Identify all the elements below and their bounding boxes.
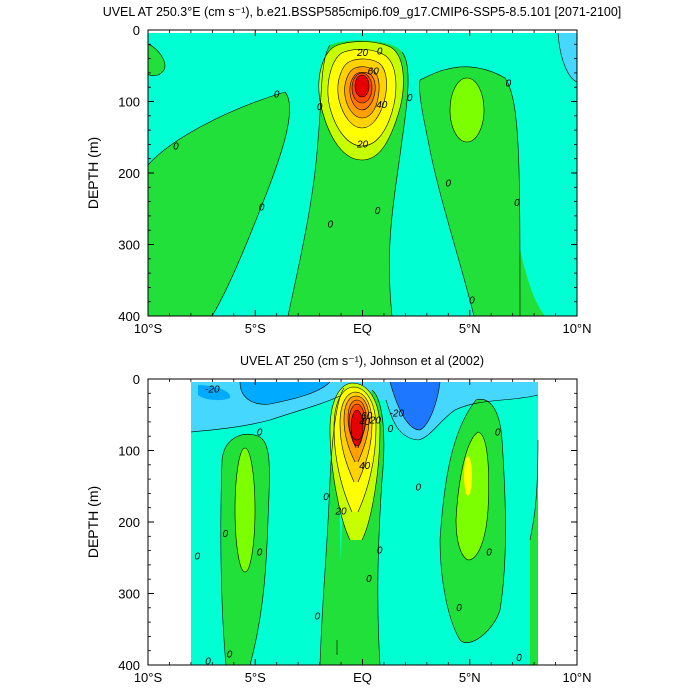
y-tick-label: 300 [118,587,140,602]
p2-bright-right [456,432,489,560]
y-tick-label: 100 [118,444,140,459]
panel-1-contour-fill [148,30,577,316]
p1-core-red [355,75,369,97]
x-tick-label: 5°S [245,321,266,336]
x-tick-label: 5°S [245,670,266,685]
panel-1-title: UVEL AT 250.3°E (cm s⁻¹), b.e21.BSSP585c… [103,5,622,19]
panel-1-ylabel: DEPTH (m) [85,137,101,209]
p2-neg-mid [240,382,330,405]
contour-label: 0 [486,548,492,559]
contour-label: 0 [259,202,265,213]
contour-label: 0 [377,546,383,557]
contour-label: 0 [506,79,512,90]
contour-label: 0 [388,424,394,435]
p1-green-left [148,92,290,316]
contour-label: 40 [376,100,388,111]
contour-label: 0 [257,428,263,439]
p2-contour-lines [190,381,539,665]
y-tick-label: 200 [118,166,140,181]
contour-label: 0 [495,428,501,439]
panel-2-title: UVEL AT 250 (cm s⁻¹), Johnson et al (200… [240,354,484,368]
contour-label: 0 [195,551,201,562]
contour-label: 20 [334,506,347,517]
contour-label: 60 [361,411,373,422]
panel-1-contour-labels: 20 0 60 40 20 0 0 0 0 0 0 0 0 0 0 0 [173,46,520,306]
contour-label: 0 [366,574,372,585]
contour-label: 0 [516,653,522,664]
p2-core-red [351,410,363,446]
p2-yellow-right [464,456,472,496]
p2-green-edge-right [530,440,538,665]
p1-contour-lines [148,32,577,316]
x-tick-label: 5°N [459,670,481,685]
contour-label: 0 [323,492,329,503]
contour-label: 20 [356,139,369,150]
contour-label: 40 [359,461,371,472]
contour-label: 60 [368,66,380,77]
contour-label: 0 [315,611,321,622]
contour-label: 0 [328,219,334,230]
contour-label: 0 [456,603,462,614]
x-tick-label: 10°S [134,321,163,336]
x-tick-label: 10°N [562,321,591,336]
x-tick-label: 10°N [562,670,591,685]
contour-label: -20 [390,408,405,419]
p1-green-far-right [520,250,545,316]
contour-label: 0 [317,102,323,113]
y-tick-label: 200 [118,515,140,530]
y-tick-label: 400 [118,309,140,324]
y-tick-label: 100 [118,95,140,110]
p2-neg-left-tongue [198,385,231,401]
contour-label: 40 [359,417,371,428]
p1-neg-patch-right [558,33,577,82]
contour-label: -20 [205,385,220,396]
p2-green-centerleft [320,388,360,665]
x-tick-label: EQ [353,670,372,685]
p1-bright-green-blob [450,78,484,142]
x-tick-label: 10°S [134,670,163,685]
contour-label: 0 [173,142,179,153]
x-tick-label: 5°N [459,321,481,336]
panel-2-contour-fill [148,379,577,665]
contour-label: 0 [514,198,520,209]
contour-label: 0 [469,295,475,306]
y-tick-label: 0 [133,23,140,38]
contour-label: 0 [407,93,413,104]
x-tick-label: EQ [353,321,372,336]
contour-label: 0 [446,179,452,190]
y-tick-label: 0 [133,372,140,387]
panel-2: UVEL AT 250 (cm s⁻¹), Johnson et al (200… [85,354,592,685]
panel-2-ylabel: DEPTH (m) [85,486,101,558]
p2-green-left-inner [235,448,255,572]
y-tick-label: 400 [118,658,140,673]
contour-label: 0 [257,548,263,559]
panel-1: UVEL AT 250.3°E (cm s⁻¹), b.e21.BSSP585c… [85,5,621,336]
contour-label: 20 [356,48,369,59]
contour-label: 0 [205,656,211,667]
p2-neg-strong [390,382,440,430]
p1-green-right [419,66,520,316]
y-tick-label: 300 [118,238,140,253]
contour-label: 0 [377,46,383,57]
p1-green-left-top [148,44,165,76]
contour-label: 0 [227,649,233,660]
contour-label: 0 [415,483,421,494]
contour-label: 0 [274,89,280,100]
contour-label: 20 [369,415,382,426]
contour-label: 0 [222,529,228,540]
contour-label: 0 [375,206,381,217]
